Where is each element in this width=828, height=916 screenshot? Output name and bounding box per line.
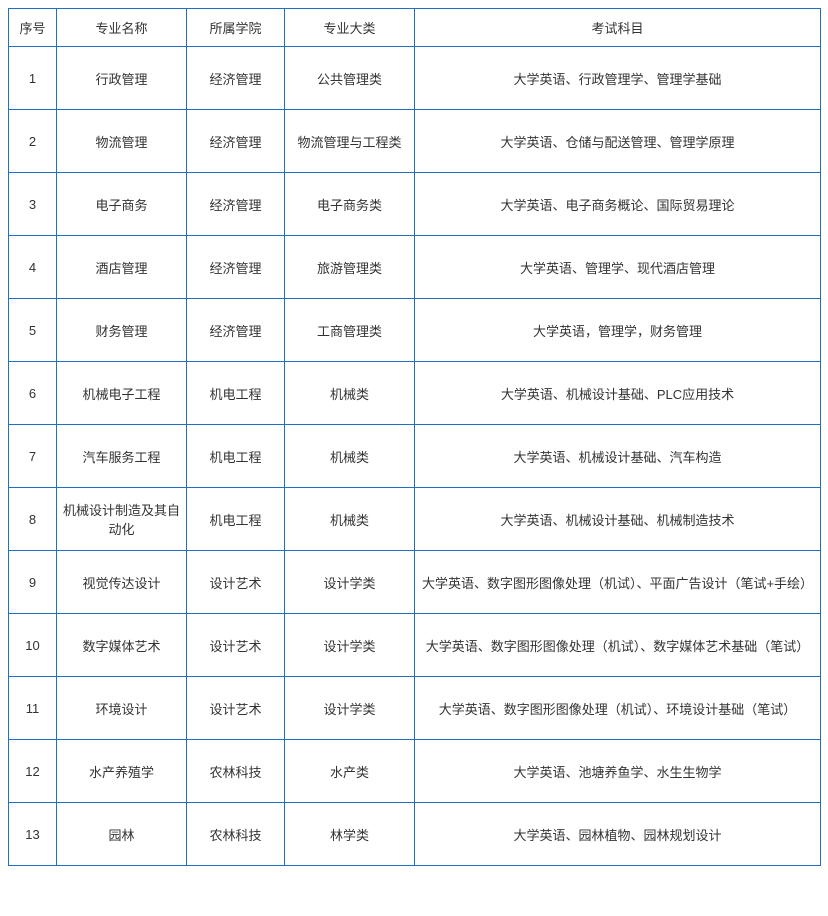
cell-num: 11	[9, 677, 57, 740]
table-row: 3电子商务经济管理电子商务类大学英语、电子商务概论、国际贸易理论	[9, 173, 821, 236]
cell-college: 经济管理	[187, 173, 285, 236]
cell-college: 农林科技	[187, 803, 285, 866]
table-header-row: 序号 专业名称 所属学院 专业大类 考试科目	[9, 9, 821, 47]
cell-category: 水产类	[285, 740, 415, 803]
cell-num: 9	[9, 551, 57, 614]
cell-subjects: 大学英语、数字图形图像处理（机试）、数字媒体艺术基础（笔试）	[415, 614, 821, 677]
table-row: 12水产养殖学农林科技水产类大学英语、池塘养鱼学、水生生物学	[9, 740, 821, 803]
cell-major: 财务管理	[57, 299, 187, 362]
table-row: 9视觉传达设计设计艺术设计学类大学英语、数字图形图像处理（机试）、平面广告设计（…	[9, 551, 821, 614]
cell-major: 机械电子工程	[57, 362, 187, 425]
cell-category: 公共管理类	[285, 47, 415, 110]
cell-college: 农林科技	[187, 740, 285, 803]
cell-subjects: 大学英语，管理学，财务管理	[415, 299, 821, 362]
cell-category: 物流管理与工程类	[285, 110, 415, 173]
cell-subjects: 大学英语、电子商务概论、国际贸易理论	[415, 173, 821, 236]
cell-major: 视觉传达设计	[57, 551, 187, 614]
cell-num: 10	[9, 614, 57, 677]
cell-category: 旅游管理类	[285, 236, 415, 299]
cell-major: 汽车服务工程	[57, 425, 187, 488]
cell-major: 机械设计制造及其自动化	[57, 488, 187, 551]
cell-college: 经济管理	[187, 236, 285, 299]
cell-num: 8	[9, 488, 57, 551]
cell-subjects: 大学英语、机械设计基础、机械制造技术	[415, 488, 821, 551]
cell-major: 酒店管理	[57, 236, 187, 299]
cell-category: 林学类	[285, 803, 415, 866]
cell-major: 水产养殖学	[57, 740, 187, 803]
cell-num: 2	[9, 110, 57, 173]
cell-major: 行政管理	[57, 47, 187, 110]
cell-subjects: 大学英语、池塘养鱼学、水生生物学	[415, 740, 821, 803]
table-row: 7汽车服务工程机电工程机械类大学英语、机械设计基础、汽车构造	[9, 425, 821, 488]
cell-subjects: 大学英语、仓储与配送管理、管理学原理	[415, 110, 821, 173]
cell-subjects: 大学英语、数字图形图像处理（机试）、环境设计基础（笔试）	[415, 677, 821, 740]
cell-subjects: 大学英语、园林植物、园林规划设计	[415, 803, 821, 866]
cell-num: 6	[9, 362, 57, 425]
cell-num: 5	[9, 299, 57, 362]
cell-college: 设计艺术	[187, 677, 285, 740]
header-major: 专业名称	[57, 9, 187, 47]
table-row: 11环境设计设计艺术设计学类大学英语、数字图形图像处理（机试）、环境设计基础（笔…	[9, 677, 821, 740]
cell-category: 机械类	[285, 488, 415, 551]
cell-college: 经济管理	[187, 110, 285, 173]
cell-num: 13	[9, 803, 57, 866]
cell-college: 经济管理	[187, 47, 285, 110]
cell-college: 经济管理	[187, 299, 285, 362]
cell-subjects: 大学英语、数字图形图像处理（机试）、平面广告设计（笔试+手绘）	[415, 551, 821, 614]
cell-major: 环境设计	[57, 677, 187, 740]
cell-major: 数字媒体艺术	[57, 614, 187, 677]
table-row: 4酒店管理经济管理旅游管理类大学英语、管理学、现代酒店管理	[9, 236, 821, 299]
cell-category: 电子商务类	[285, 173, 415, 236]
cell-college: 机电工程	[187, 362, 285, 425]
cell-college: 设计艺术	[187, 551, 285, 614]
table-row: 8机械设计制造及其自动化机电工程机械类大学英语、机械设计基础、机械制造技术	[9, 488, 821, 551]
cell-major: 物流管理	[57, 110, 187, 173]
cell-subjects: 大学英语、行政管理学、管理学基础	[415, 47, 821, 110]
cell-num: 7	[9, 425, 57, 488]
header-category: 专业大类	[285, 9, 415, 47]
header-subjects: 考试科目	[415, 9, 821, 47]
cell-category: 设计学类	[285, 677, 415, 740]
table-row: 5财务管理经济管理工商管理类大学英语，管理学，财务管理	[9, 299, 821, 362]
majors-table: 序号 专业名称 所属学院 专业大类 考试科目 1行政管理经济管理公共管理类大学英…	[8, 8, 821, 866]
table-row: 10数字媒体艺术设计艺术设计学类大学英语、数字图形图像处理（机试）、数字媒体艺术…	[9, 614, 821, 677]
cell-subjects: 大学英语、机械设计基础、汽车构造	[415, 425, 821, 488]
cell-num: 1	[9, 47, 57, 110]
cell-num: 3	[9, 173, 57, 236]
header-num: 序号	[9, 9, 57, 47]
cell-college: 机电工程	[187, 425, 285, 488]
table-row: 13园林农林科技林学类大学英语、园林植物、园林规划设计	[9, 803, 821, 866]
cell-category: 机械类	[285, 362, 415, 425]
table-body: 1行政管理经济管理公共管理类大学英语、行政管理学、管理学基础2物流管理经济管理物…	[9, 47, 821, 866]
table-row: 2物流管理经济管理物流管理与工程类大学英语、仓储与配送管理、管理学原理	[9, 110, 821, 173]
table-row: 6机械电子工程机电工程机械类大学英语、机械设计基础、PLC应用技术	[9, 362, 821, 425]
cell-subjects: 大学英语、管理学、现代酒店管理	[415, 236, 821, 299]
cell-category: 设计学类	[285, 551, 415, 614]
cell-category: 机械类	[285, 425, 415, 488]
cell-num: 12	[9, 740, 57, 803]
cell-subjects: 大学英语、机械设计基础、PLC应用技术	[415, 362, 821, 425]
table-row: 1行政管理经济管理公共管理类大学英语、行政管理学、管理学基础	[9, 47, 821, 110]
cell-major: 园林	[57, 803, 187, 866]
header-college: 所属学院	[187, 9, 285, 47]
cell-category: 设计学类	[285, 614, 415, 677]
cell-major: 电子商务	[57, 173, 187, 236]
cell-college: 设计艺术	[187, 614, 285, 677]
cell-num: 4	[9, 236, 57, 299]
cell-category: 工商管理类	[285, 299, 415, 362]
cell-college: 机电工程	[187, 488, 285, 551]
